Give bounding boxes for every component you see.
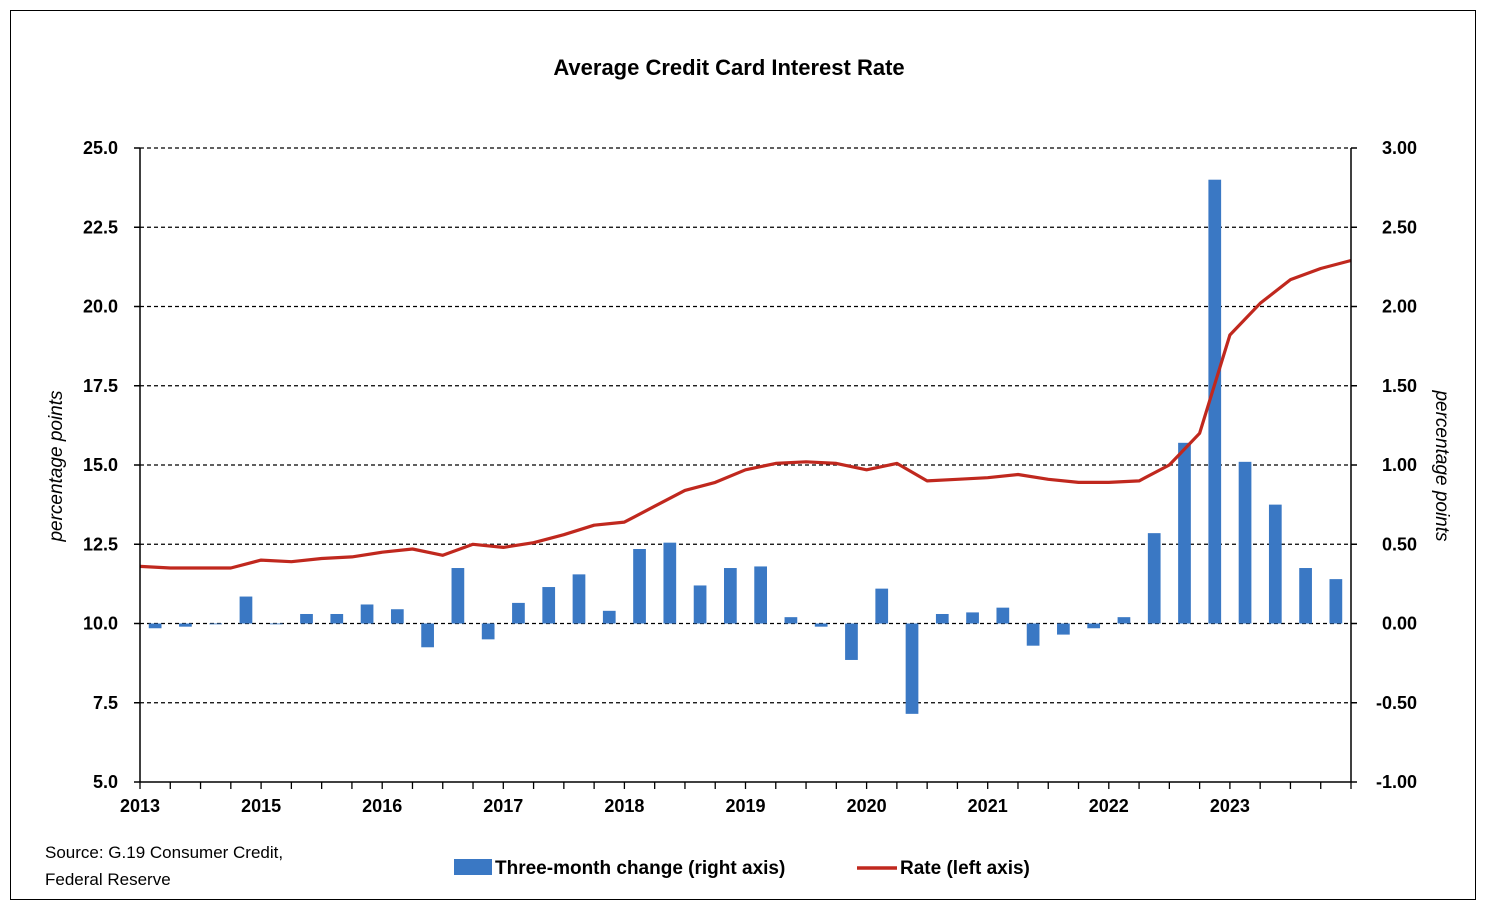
bar (512, 602, 525, 624)
bar (451, 568, 465, 624)
bar (572, 574, 586, 624)
right-tick-label: 2.00 (1382, 297, 1417, 317)
bar (693, 585, 707, 624)
left-axis-label: percentage points (46, 390, 67, 543)
bar-series (148, 179, 1343, 714)
left-tick-label: 25.0 (83, 138, 118, 158)
right-tick-label: 1.00 (1382, 455, 1417, 475)
bar (360, 604, 374, 624)
left-tick-label: 7.5 (93, 693, 118, 713)
bar (1147, 533, 1161, 624)
legend-line-label: Rate (left axis) (900, 858, 1030, 879)
left-tick-label: 17.5 (83, 376, 118, 396)
bar (1268, 504, 1282, 624)
bar (1238, 461, 1252, 624)
bar (845, 623, 858, 660)
bar (875, 588, 889, 624)
x-tick-label: 2018 (604, 796, 644, 816)
chart-frame (10, 10, 1476, 900)
rate-line (139, 258, 1352, 570)
x-tick-label: 2022 (1089, 796, 1129, 816)
bar (148, 623, 162, 629)
x-tick-label: 2015 (241, 796, 281, 816)
right-tick-label: 2.50 (1382, 217, 1417, 237)
bar (966, 612, 979, 624)
x-tick-label: 2016 (362, 796, 402, 816)
bar (724, 568, 737, 624)
bar (421, 623, 434, 648)
source-line-1: Source: G.19 Consumer Credit, (45, 843, 283, 862)
bar (935, 613, 949, 624)
left-tick-label: 22.5 (83, 217, 118, 237)
bar (1026, 623, 1040, 646)
bar (179, 623, 192, 627)
x-tick-label: 2019 (725, 796, 765, 816)
right-tick-label: -0.50 (1376, 693, 1417, 713)
bar (814, 623, 828, 627)
right-tick-label: -1.00 (1376, 772, 1417, 792)
right-axis-ticks: 3.00 2.50 2.00 1.50 1.00 0.50 0.00 -0.50 -1.00 (1351, 138, 1417, 792)
bar (330, 613, 344, 624)
right-tick-label: 3.00 (1382, 138, 1417, 158)
left-tick-label: 5.0 (93, 772, 118, 792)
left-tick-label: 15.0 (83, 455, 118, 475)
bar (1057, 623, 1070, 635)
x-tick-label: 2023 (1210, 796, 1250, 816)
bar (542, 587, 556, 624)
x-tick-label: 2017 (483, 796, 523, 816)
bar (239, 596, 253, 624)
grid-lines (140, 147, 1351, 704)
legend-bar-label: Three-month change (right axis) (495, 858, 785, 879)
bar (209, 623, 223, 625)
bar (269, 623, 283, 625)
bar (633, 549, 646, 624)
x-tick-label: 2021 (968, 796, 1008, 816)
bar (1329, 579, 1343, 624)
bar (300, 613, 313, 624)
right-tick-label: 0.00 (1382, 614, 1417, 634)
right-axis-label: percentage points (1431, 389, 1452, 542)
bar (996, 607, 1010, 624)
left-tick-label: 20.0 (83, 297, 118, 317)
x-tick-label: 2013 (120, 796, 160, 816)
left-tick-label: 12.5 (83, 534, 118, 554)
left-axis-ticks: 25.0 22.5 20.0 17.5 15.0 12.5 10.0 7.5 5.0 (83, 138, 140, 792)
left-tick-label: 10.0 (83, 614, 118, 634)
bar (1117, 617, 1131, 624)
chart-title: Average Credit Card Interest Rate (553, 55, 904, 80)
source-line-2: Federal Reserve (45, 870, 171, 889)
bar (390, 609, 404, 624)
line-series (139, 258, 1352, 570)
bar (1087, 623, 1101, 629)
bar (481, 623, 495, 640)
bar (1299, 568, 1312, 624)
legend: Three-month change (right axis) Rate (le… (454, 858, 1030, 879)
right-tick-label: 1.50 (1382, 376, 1417, 396)
x-axis-ticks: 2013 2015 2016 2017 2018 2019 2020 2021 2022 2023 (120, 782, 1352, 816)
bar (1178, 442, 1191, 624)
bar (663, 542, 677, 624)
x-tick-label: 2020 (847, 796, 887, 816)
bar (602, 610, 616, 624)
bar (1208, 179, 1222, 624)
bar (784, 617, 798, 624)
bar (754, 566, 767, 624)
right-tick-label: 0.50 (1382, 534, 1417, 554)
bar (905, 623, 919, 714)
legend-bar-swatch (454, 859, 492, 875)
